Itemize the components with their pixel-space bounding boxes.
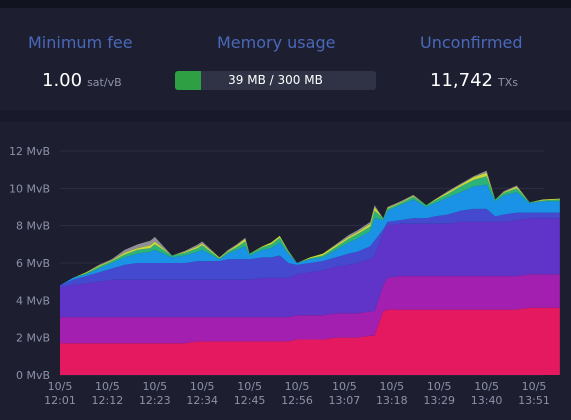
memory-usage-bar: 39 MB / 300 MB — [175, 71, 376, 90]
x-tick-date: 10/5 — [332, 380, 357, 393]
x-tick-date: 10/5 — [237, 380, 262, 393]
area-layer-1 — [60, 307, 560, 375]
x-tick-time: 12:34 — [186, 394, 218, 407]
x-tick-date: 10/5 — [474, 380, 499, 393]
x-tick-date: 10/5 — [48, 380, 73, 393]
x-tick-time: 12:01 — [44, 394, 76, 407]
x-tick-date: 10/5 — [285, 380, 310, 393]
area-layer-5 — [60, 184, 560, 286]
y-axis: 0 MvB 2 MvB 4 MvB 6 MvB 8 MvB 10 MvB 12 MvB — [9, 145, 50, 382]
x-tick-time: 13:40 — [471, 394, 503, 407]
top-bar — [0, 0, 571, 8]
x-tick-time: 12:23 — [139, 394, 171, 407]
y-tick-label: 4 MvB — [16, 294, 50, 307]
x-tick-date: 10/5 — [427, 380, 452, 393]
y-tick-label: 8 MvB — [16, 220, 50, 233]
x-tick-date: 10/5 — [142, 380, 167, 393]
memory-usage-fill — [175, 71, 202, 90]
min-fee-label: Minimum fee — [28, 33, 133, 52]
memory-usage-text: 39 MB / 300 MB — [228, 73, 323, 87]
unconfirmed-unit: TXs — [497, 76, 518, 89]
mempool-size-chart: 0 MvB 2 MvB 4 MvB 6 MvB 8 MvB 10 MvB 12 MvB 10… — [9, 145, 560, 407]
section-divider — [0, 110, 571, 122]
y-tick-label: 2 MvB — [16, 332, 50, 345]
y-tick-label: 10 MvB — [9, 182, 50, 195]
unconfirmed-label: Unconfirmed — [420, 33, 523, 52]
x-axis: 10/512:0110/512:1210/512:2310/512:3410/5… — [44, 380, 550, 407]
x-tick-time: 13:07 — [329, 394, 361, 407]
memory-usage-label: Memory usage — [217, 33, 336, 52]
x-tick-date: 10/5 — [95, 380, 120, 393]
x-tick-time: 12:45 — [234, 394, 266, 407]
area-layer-3 — [60, 218, 560, 318]
x-tick-time: 13:18 — [376, 394, 408, 407]
x-tick-time: 13:29 — [423, 394, 455, 407]
x-tick-date: 10/5 — [190, 380, 215, 393]
min-fee-number: 1.00 — [42, 70, 83, 91]
x-tick-date: 10/5 — [379, 380, 404, 393]
unconfirmed-number: 11,742 — [430, 70, 493, 91]
min-fee-unit: sat/vB — [87, 76, 122, 89]
y-tick-label: 12 MvB — [9, 145, 50, 158]
unconfirmed-value: 11,742 TXs — [430, 70, 518, 91]
x-tick-date: 10/5 — [522, 380, 547, 393]
x-tick-time: 12:12 — [92, 394, 124, 407]
chart-areas — [60, 170, 560, 375]
y-tick-label: 6 MvB — [16, 257, 50, 270]
y-tick-label: 0 MvB — [16, 369, 50, 382]
x-tick-time: 12:56 — [281, 394, 313, 407]
area-layer-2 — [60, 274, 560, 344]
x-tick-time: 13:51 — [518, 394, 550, 407]
area-layer-4 — [60, 208, 560, 288]
min-fee-value: 1.00 sat/vB — [42, 70, 122, 91]
